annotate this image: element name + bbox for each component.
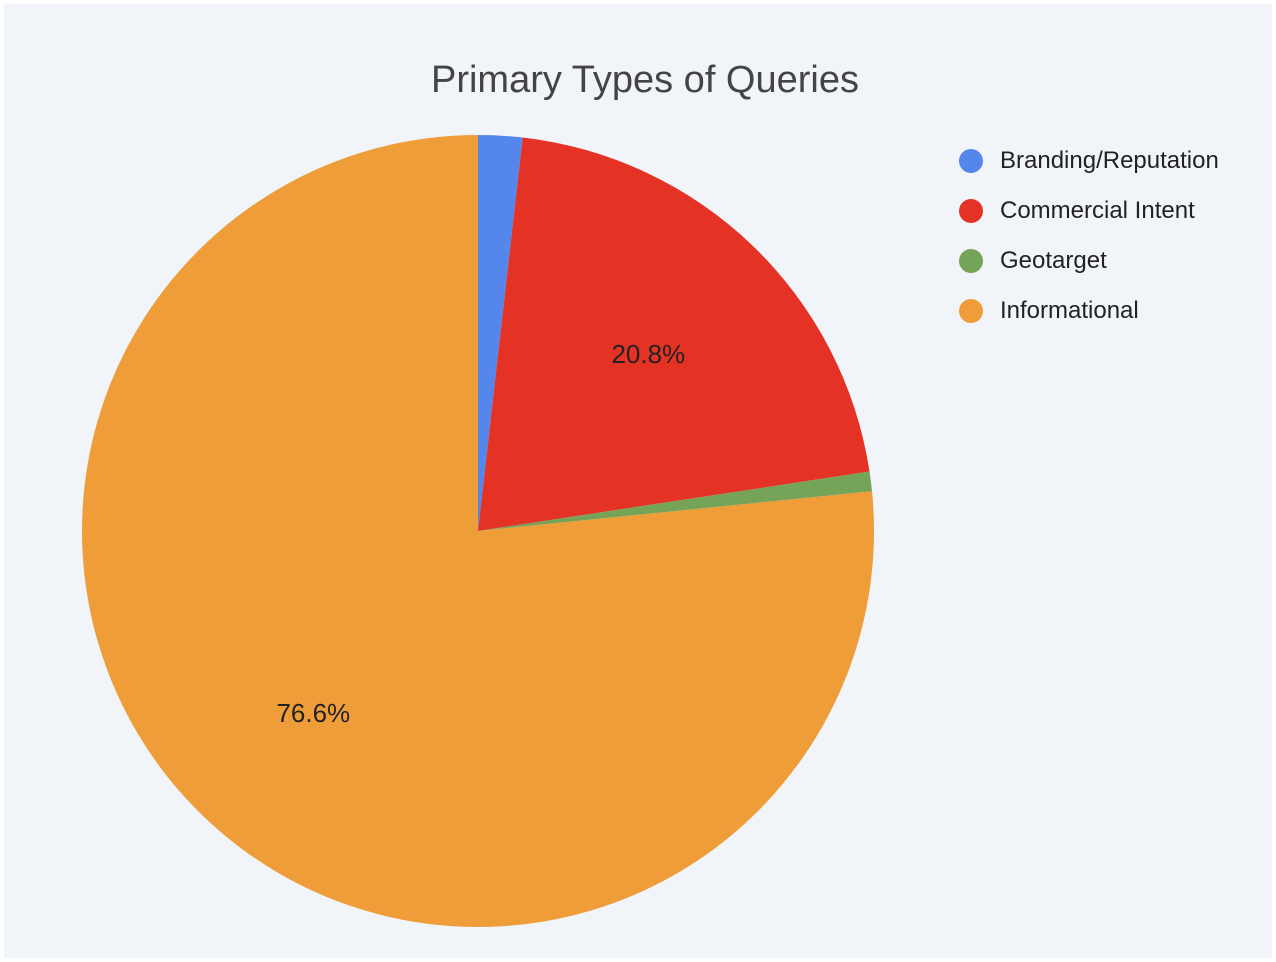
pie-slice-branding-reputation <box>478 135 523 531</box>
legend-swatch <box>959 149 983 173</box>
legend-label: Branding/Reputation <box>1000 147 1219 174</box>
legend-item[interactable]: Commercial Intent <box>959 186 1219 236</box>
legend-item[interactable]: Informational <box>959 286 1219 336</box>
chart-legend: Branding/Reputation Commercial Intent Geot… <box>959 136 1219 336</box>
slice-data-label: 76.6% <box>276 698 350 728</box>
slice-data-label: 20.8% <box>611 339 685 369</box>
chart-frame: Primary Types of Queries 20.8% 76.6% Bran… <box>4 4 1272 958</box>
pie-chart: 20.8% 76.6% <box>82 135 875 927</box>
legend-item[interactable]: Geotarget <box>959 236 1219 286</box>
legend-label: Geotarget <box>1000 247 1107 274</box>
pie-slice-geotarget <box>478 471 873 531</box>
legend-swatch <box>959 249 983 273</box>
chart-title: Primary Types of Queries <box>430 59 859 101</box>
legend-swatch <box>959 199 983 223</box>
pie-slice-commercial-intent <box>478 137 870 532</box>
pie-slice-informational <box>82 135 875 927</box>
legend-swatch <box>959 299 983 323</box>
legend-item[interactable]: Branding/Reputation <box>959 136 1219 186</box>
legend-label: Informational <box>1000 297 1139 324</box>
legend-label: Commercial Intent <box>1000 197 1195 224</box>
